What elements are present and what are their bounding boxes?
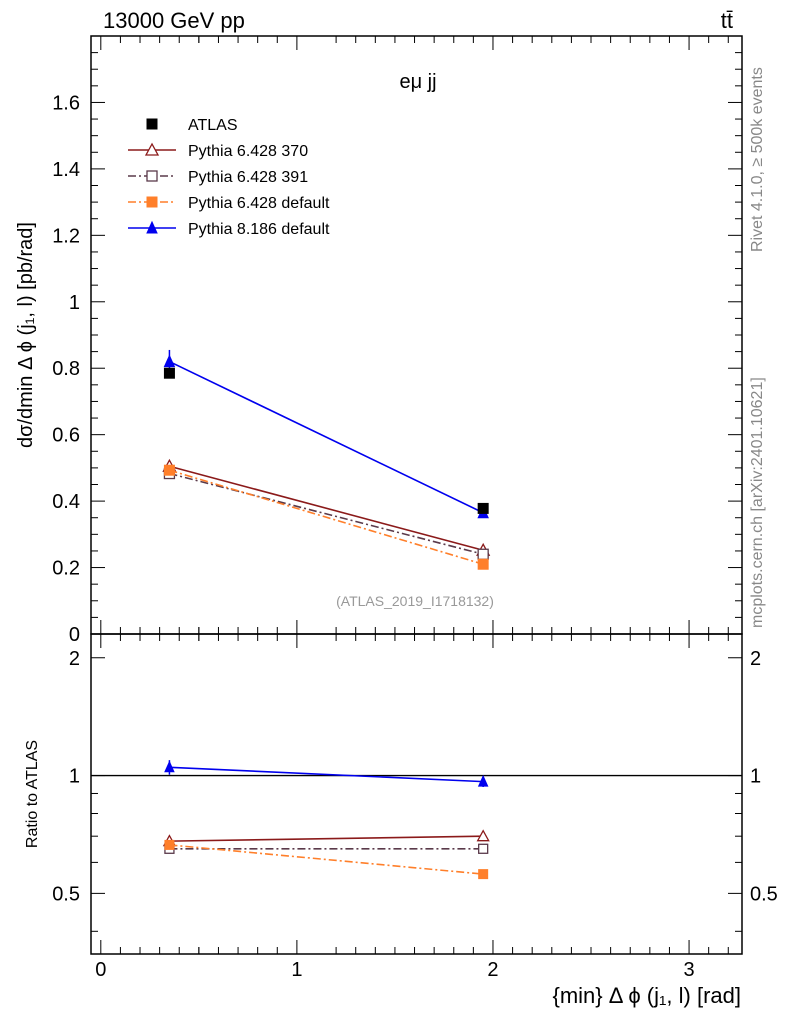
ratio-tick-label-left: 0.5 bbox=[52, 883, 80, 905]
legend-label: ATLAS bbox=[188, 117, 238, 134]
series-pythia-8-186-default bbox=[163, 349, 489, 787]
legend-entry: Pythia 6.428 370 bbox=[128, 142, 308, 160]
chart-title: eμ jj bbox=[399, 71, 436, 93]
process-label: tt̄ bbox=[721, 8, 733, 33]
data-point-marker bbox=[477, 548, 489, 560]
x-tick-label: 0 bbox=[95, 959, 106, 981]
data-point-marker bbox=[477, 774, 489, 787]
ratio-tick-label-left: 1 bbox=[69, 766, 80, 788]
data-point-marker bbox=[146, 170, 158, 182]
series-line bbox=[169, 465, 484, 552]
ratio-line bbox=[169, 835, 484, 842]
legend-entry: Pythia 6.428 391 bbox=[128, 169, 308, 186]
data-point-marker bbox=[478, 843, 489, 854]
series-atlas bbox=[163, 367, 489, 514]
ratio-panel-frame bbox=[90, 633, 743, 955]
data-point-marker bbox=[146, 196, 158, 208]
y-tick-label: 0.4 bbox=[52, 491, 80, 513]
data-point-marker bbox=[163, 464, 175, 476]
ratio-line bbox=[169, 766, 484, 783]
legend-label: Pythia 8.186 default bbox=[188, 221, 330, 238]
data-point-marker bbox=[144, 142, 160, 156]
data-point-marker bbox=[146, 220, 158, 234]
series-line bbox=[169, 360, 484, 514]
data-point-marker bbox=[478, 869, 489, 880]
ratio-axis-label: Ratio to ATLAS bbox=[24, 740, 41, 848]
y-tick-label: 0.8 bbox=[52, 358, 80, 380]
legend-entry: ATLAS bbox=[146, 117, 238, 134]
y-tick-label: 0.6 bbox=[52, 425, 80, 447]
data-point-marker bbox=[476, 829, 490, 842]
y-tick-label: 0 bbox=[69, 624, 80, 646]
data-point-marker bbox=[477, 558, 489, 570]
y-tick-label: 1 bbox=[69, 292, 80, 314]
y-tick-label: 1.2 bbox=[52, 225, 80, 247]
rivet-version-text: Rivet 4.1.0, ≥ 500k events bbox=[749, 67, 766, 252]
legend-label: Pythia 6.428 default bbox=[188, 195, 330, 212]
energy-label: 13000 GeV pp bbox=[103, 8, 245, 33]
analysis-id: (ATLAS_2019_I1718132) bbox=[336, 593, 494, 609]
data-point-marker bbox=[163, 367, 175, 379]
y-axis-label: dσ/dmin Δ ϕ (j₁, l) [pb/rad] bbox=[15, 222, 37, 448]
x-tick-label: 1 bbox=[291, 959, 302, 981]
legend-label: Pythia 6.428 391 bbox=[188, 169, 308, 186]
series-pythia-6-428-default bbox=[163, 464, 489, 880]
ratio-tick-label-left: 2 bbox=[69, 648, 80, 670]
ratio-tick-label-right: 1 bbox=[750, 766, 761, 788]
x-axis-label: {min} Δ ϕ (j₁, l) [rad] bbox=[553, 983, 742, 1008]
legend-entry: Pythia 6.428 default bbox=[128, 195, 330, 212]
data-point-marker bbox=[146, 118, 158, 130]
x-tick-label: 3 bbox=[683, 959, 694, 981]
ratio-line bbox=[169, 844, 484, 875]
legend-label: Pythia 6.428 370 bbox=[188, 143, 308, 160]
x-tick-label: 2 bbox=[487, 959, 498, 981]
y-tick-label: 1.4 bbox=[52, 159, 80, 181]
series-pythia-6-428-391 bbox=[163, 467, 489, 854]
y-tick-label: 1.6 bbox=[52, 92, 80, 114]
series-line bbox=[169, 469, 484, 565]
ratio-tick-label-right: 2 bbox=[750, 648, 761, 670]
y-tick-label: 0.2 bbox=[52, 558, 80, 580]
data-point-marker bbox=[477, 502, 489, 514]
series-line bbox=[169, 472, 484, 556]
legend: ATLAS Pythia 6.428 370 Pythia 6.428 391 Pyt… bbox=[128, 117, 330, 238]
source-url-text: mcplots.cern.ch [arXiv:2401.10621] bbox=[749, 377, 766, 628]
data-point-marker bbox=[164, 760, 175, 773]
legend-entry: Pythia 8.186 default bbox=[128, 220, 330, 238]
data-point-marker bbox=[164, 839, 175, 850]
data-point-marker bbox=[163, 354, 176, 368]
ratio-tick-label-right: 0.5 bbox=[750, 883, 778, 905]
